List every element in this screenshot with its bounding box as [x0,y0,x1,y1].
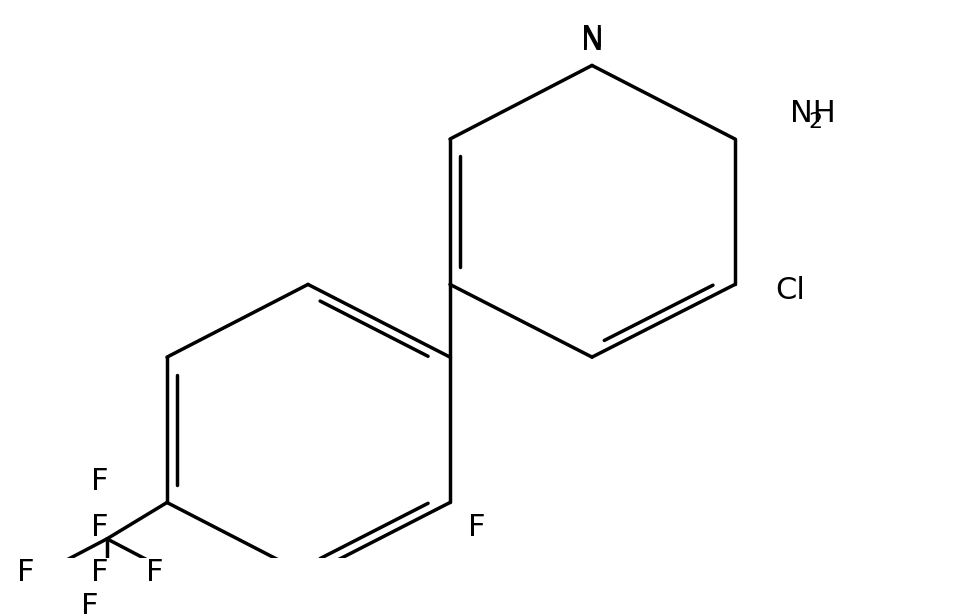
Text: F: F [90,558,108,587]
Text: N: N [581,24,604,53]
Text: F: F [90,513,108,542]
Text: F: F [147,558,164,588]
Text: 2: 2 [809,112,822,131]
Text: F: F [16,558,34,588]
Text: F: F [468,513,486,542]
Text: NH: NH [790,99,835,128]
Text: F: F [90,467,108,496]
Text: Cl: Cl [775,276,805,305]
Text: F: F [81,593,99,614]
Text: N: N [581,28,604,56]
